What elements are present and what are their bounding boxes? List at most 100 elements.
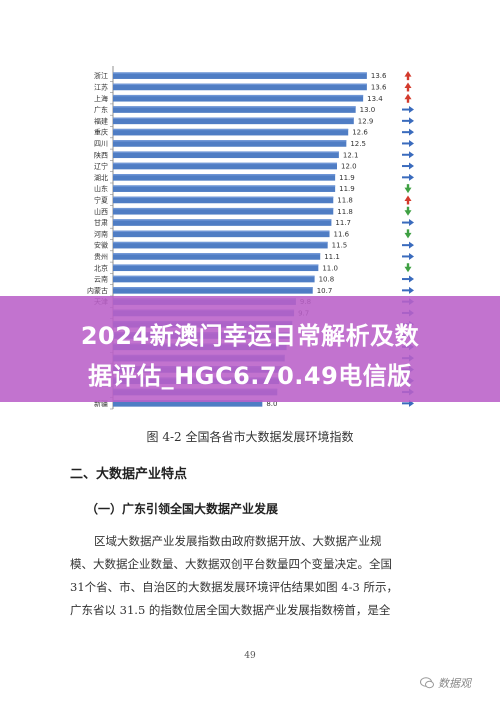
- bar-highlight: [113, 140, 347, 142]
- body-line: 区域大数据产业发展指数由政府数据开放、大数据产业规: [94, 534, 382, 548]
- trend-right-arrow-icon: [402, 244, 410, 247]
- bar-highlight: [113, 174, 336, 176]
- bar-highlight: [113, 287, 313, 289]
- value-label: 11.5: [332, 242, 348, 250]
- trend-right-arrow-icon: [402, 142, 410, 145]
- bar: [113, 230, 330, 238]
- trend-up-arrow-icon: [406, 199, 410, 205]
- trend-right-arrow-icon: [402, 289, 410, 292]
- watermark-text: 数据观: [438, 677, 471, 690]
- trend-right-arrow-icon: [409, 151, 414, 159]
- value-label: 11.9: [339, 174, 355, 182]
- bar: [113, 196, 334, 204]
- bar: [113, 219, 332, 226]
- trend-right-arrow-icon: [402, 176, 410, 179]
- trend-down-arrow-icon: [406, 263, 410, 268]
- bar: [113, 185, 336, 192]
- bar-highlight: [113, 264, 319, 266]
- value-label: 11.1: [324, 253, 340, 261]
- value-label: 13.4: [367, 95, 383, 103]
- bar: [113, 264, 319, 272]
- trend-down-arrow-icon: [404, 187, 412, 194]
- banner-title-line-1: 2024新澳门幸运日常解析及数: [80, 322, 420, 350]
- bar: [113, 106, 356, 113]
- bar-highlight: [113, 196, 334, 199]
- trend-right-arrow-icon: [409, 275, 414, 283]
- page-number: 49: [244, 651, 256, 661]
- trend-down-arrow-icon: [406, 206, 410, 212]
- trend-right-arrow-icon: [409, 219, 414, 227]
- category-label: 上海: [94, 94, 108, 103]
- body-line: 广东省以 31.5 的指数位居全国大数据产业发展指数榜首，是全: [70, 603, 391, 617]
- category-label: 广东: [94, 105, 108, 114]
- bar: [113, 253, 321, 260]
- bar: [113, 72, 367, 79]
- trend-right-arrow-icon: [409, 241, 414, 249]
- category-label: 江苏: [94, 82, 108, 91]
- category-label: 山西: [94, 207, 108, 216]
- chat-bubble-icon: [420, 677, 434, 689]
- trend-up-arrow-icon: [404, 93, 412, 100]
- trend-down-arrow-icon: [404, 266, 412, 273]
- category-label: 内蒙古: [87, 286, 108, 295]
- trend-up-arrow-icon: [404, 195, 412, 201]
- trend-down-arrow-icon: [406, 229, 410, 234]
- bar-highlight: [113, 72, 367, 74]
- trend-right-arrow-icon: [409, 128, 414, 136]
- trend-right-arrow-icon: [402, 108, 410, 111]
- category-label: 甘肃: [94, 218, 108, 227]
- bar: [113, 400, 263, 407]
- bar: [113, 140, 347, 147]
- subsection-heading: （一）广东引领全国大数据产业发展: [86, 502, 279, 516]
- category-label: 新疆: [94, 399, 108, 408]
- body-paragraph: 区域大数据产业发展指数由政府数据开放、大数据产业规 模、大数据企业数量、大数据双…: [70, 530, 442, 622]
- value-label: 8.0: [266, 400, 277, 408]
- trend-down-arrow-icon: [406, 184, 410, 189]
- watermark: 数据观: [420, 675, 471, 691]
- value-label: 13.6: [371, 72, 387, 80]
- trend-right-arrow-icon: [402, 221, 410, 224]
- section-heading: 二、大数据产业特点: [70, 467, 188, 482]
- bar: [113, 117, 354, 125]
- value-label: 11.7: [335, 219, 351, 227]
- trend-right-arrow-icon: [402, 255, 410, 258]
- trend-right-arrow-icon: [409, 286, 414, 294]
- trend-up-arrow-icon: [406, 86, 410, 92]
- category-label: 宁夏: [94, 195, 108, 204]
- value-label: 12.5: [350, 140, 366, 148]
- bar: [113, 128, 349, 136]
- title-overlay-banner: 2024新澳门幸运日常解析及数 据评估_HGC6.70.49电信版: [0, 296, 500, 402]
- trend-down-arrow-icon: [404, 232, 412, 239]
- category-label: 陕西: [94, 150, 108, 159]
- trend-right-arrow-icon: [402, 131, 410, 134]
- bar-highlight: [113, 219, 332, 221]
- trend-right-arrow-icon: [409, 173, 414, 181]
- body-line: 模、大数据企业数量、大数据双创平台数量四个变量决定。全国: [70, 557, 392, 571]
- bar: [113, 174, 336, 181]
- bar: [113, 94, 364, 102]
- trend-right-arrow-icon: [409, 139, 414, 147]
- value-label: 13.0: [360, 106, 376, 114]
- bar-highlight: [113, 83, 367, 86]
- trend-right-arrow-icon: [409, 117, 414, 125]
- category-label: 贵州: [94, 252, 108, 261]
- trend-right-arrow-icon: [402, 119, 410, 122]
- value-label: 11.8: [337, 196, 353, 204]
- trend-up-arrow-icon: [406, 98, 410, 103]
- trend-right-arrow-icon: [402, 153, 410, 156]
- bar: [113, 275, 315, 283]
- bar-highlight: [113, 128, 349, 131]
- bar-highlight: [113, 94, 364, 97]
- trend-right-arrow-icon: [409, 252, 414, 260]
- category-label: 安徽: [94, 241, 108, 250]
- bar: [113, 151, 339, 159]
- trend-right-arrow-icon: [402, 278, 410, 281]
- trend-down-arrow-icon: [404, 210, 412, 216]
- trend-up-arrow-icon: [404, 82, 412, 88]
- bar-highlight: [113, 230, 330, 232]
- bar-highlight: [113, 253, 321, 255]
- value-label: 13.6: [371, 83, 387, 91]
- category-label: 四川: [94, 140, 108, 148]
- bar-highlight: [113, 117, 354, 119]
